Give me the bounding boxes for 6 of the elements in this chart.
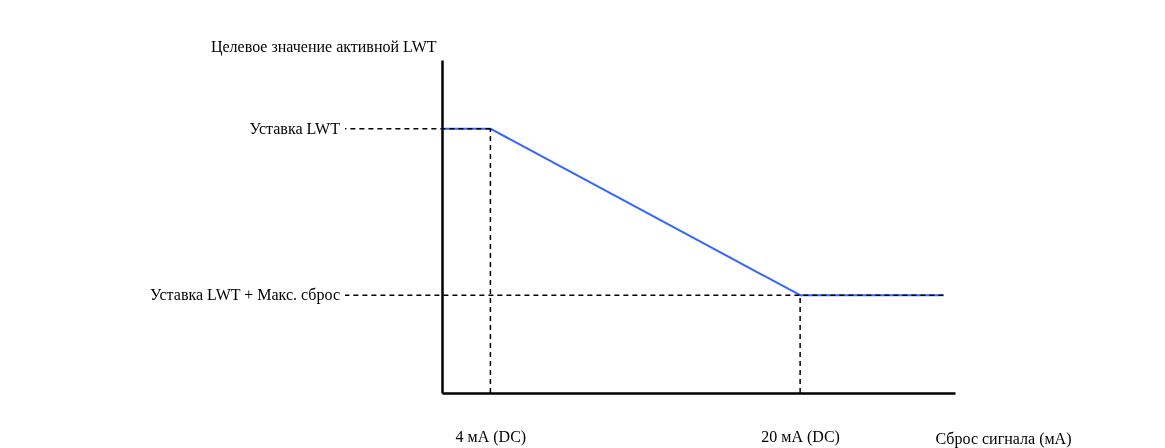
x-tick-label: 20 мА (DC): [761, 427, 840, 446]
ref-line-label: Уставка LWT + Макс. сброс: [150, 286, 340, 305]
x-tick-label: 4 мА (DC): [455, 427, 527, 446]
y-axis-title: Целевое значение активной LWT: [210, 37, 437, 56]
ref-line-label: Уставка LWT: [249, 119, 341, 137]
x-axis-title: Сброс сигнала (мА): [935, 429, 1072, 448]
